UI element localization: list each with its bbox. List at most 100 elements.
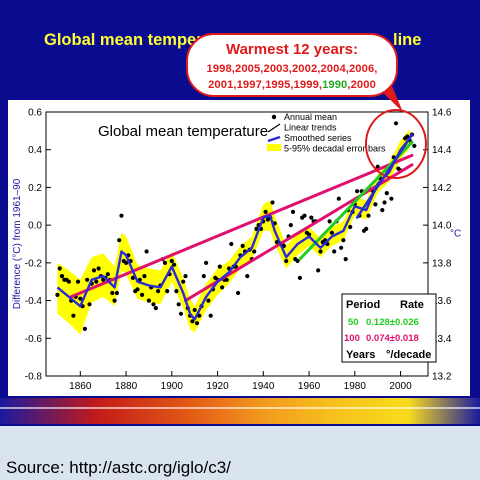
annual-mean-point: [105, 272, 110, 277]
annual-mean-point: [78, 296, 83, 301]
annual-mean-point: [91, 268, 97, 273]
y-tick-label: 0.2: [28, 183, 42, 194]
annual-mean-point: [181, 279, 186, 284]
slide-background: Global mean temperature line -0.8 -0.6 -0.4…: [0, 0, 480, 426]
x-tick-label: 1980: [344, 381, 367, 392]
rate-table-period: 100: [344, 333, 360, 344]
annual-mean-point: [176, 302, 181, 307]
x-tick-label: 1860: [69, 381, 92, 392]
decorative-color-strip: [0, 398, 480, 424]
legend-swatch-error: [267, 144, 281, 151]
annual-mean-point: [252, 249, 257, 254]
annual-mean-point: [151, 302, 156, 307]
annual-mean-point: [307, 232, 312, 237]
rate-table-rate: 0.128±0.026: [366, 317, 419, 328]
annual-mean-point: [288, 223, 293, 228]
rate-table-rate: 0.074±0.018: [366, 333, 419, 344]
annual-mean-point: [110, 290, 115, 296]
smoothed-series-line: [56, 137, 411, 321]
callout-years-line-2: 2001,1997,1995,1999,1990,2000: [188, 79, 396, 91]
annual-mean-point: [332, 249, 337, 254]
annual-mean-point: [220, 285, 225, 290]
chart-text-group: -0.8 -0.6 -0.4 -0.2 0.0 0.2 0.4 0.6 13.2 13.4 13.6…: [12, 108, 461, 393]
annual-mean-point: [162, 260, 167, 265]
legend-swatch-annual-mean: [271, 114, 277, 120]
annual-mean-point: [153, 306, 158, 311]
x-tick-label: 1880: [115, 381, 138, 392]
annual-mean-point: [245, 274, 250, 279]
annual-mean-point: [240, 243, 245, 248]
annual-mean-point: [117, 238, 122, 243]
annual-mean-point: [295, 258, 300, 264]
annual-mean-point: [55, 292, 60, 297]
annual-mean-point: [217, 264, 222, 269]
warmest-years-callout: Warmest 12 years: 1998,2005,2003,2002,20…: [186, 33, 398, 97]
rate-table-box: [341, 293, 437, 363]
callout-heading: Warmest 12 years:: [225, 41, 359, 58]
annual-mean-point: [316, 268, 321, 273]
rate-table-footer: °/decade: [386, 349, 431, 361]
x-tick-label: 1960: [298, 381, 321, 392]
annual-mean-point: [59, 274, 65, 279]
annual-mean-point: [393, 121, 399, 126]
annual-mean-point: [165, 289, 170, 294]
annual-mean-point: [224, 277, 229, 282]
annual-mean-point: [82, 326, 87, 331]
annual-mean-point: [329, 230, 334, 235]
annual-mean-point: [384, 191, 389, 196]
annual-mean-point: [140, 292, 145, 297]
annual-mean-point: [75, 279, 81, 284]
y2-tick-label: 13.4: [432, 334, 452, 345]
y2-axis-label: °C: [450, 228, 461, 239]
y-tick-label: 0.4: [28, 145, 42, 156]
annual-mean-point: [66, 279, 71, 284]
annual-mean-point: [94, 279, 99, 284]
annual-mean-point: [364, 226, 369, 231]
y2-tick-label: 13.6: [432, 296, 452, 307]
y-tick-label: -0.2: [25, 258, 43, 269]
y-tick-label: -0.6: [25, 334, 43, 345]
annual-mean-point: [208, 313, 213, 318]
annual-mean-point: [87, 302, 92, 307]
legend-entry: 5-95% decadal error bars: [284, 144, 386, 154]
annual-mean-point: [339, 245, 344, 250]
x-tick-label: 1920: [206, 381, 229, 392]
y-tick-label: -0.4: [25, 296, 43, 307]
annual-mean-point: [343, 257, 348, 262]
annual-mean-point: [57, 266, 62, 271]
trend-line-150: [69, 153, 414, 299]
annual-mean-point: [144, 249, 149, 254]
y-tick-label: 0.0: [28, 221, 42, 232]
annual-mean-point: [146, 298, 151, 303]
annual-mean-point: [236, 290, 241, 296]
annual-mean-point: [405, 134, 410, 139]
x-tick-label: 1940: [252, 381, 275, 392]
rate-table-period: 50: [348, 317, 359, 328]
annual-mean-point: [204, 260, 209, 265]
annual-mean-point: [119, 213, 124, 218]
annual-mean-point: [270, 200, 275, 205]
y-axis-label: Difference (°C) from 1961–90: [12, 178, 23, 309]
annual-mean-point: [135, 287, 140, 292]
x-tick-label: 2000: [389, 381, 412, 392]
annual-mean-point: [124, 260, 129, 265]
axes-group: [45, 111, 429, 377]
annual-mean-point: [183, 274, 188, 279]
annual-mean-point: [341, 238, 346, 243]
plot-panel: -0.8 -0.6 -0.4 -0.2 0.0 0.2 0.4 0.6 13.2 13.4 13.6…: [8, 100, 470, 396]
y2-tick-label: 13.8: [432, 258, 452, 269]
smoothed-series-group: [56, 137, 411, 321]
callout-years-line-1: 1998,2005,2003,2002,2004,2006,: [206, 63, 378, 75]
legend-swatch-linear: [267, 123, 281, 133]
y-tick-label: 0.6: [28, 108, 42, 119]
annual-mean-point: [174, 289, 179, 294]
x-tick-label: 1900: [161, 381, 184, 392]
rate-table-footer: Years: [346, 349, 375, 361]
y2-tick-label: 14.2: [432, 183, 452, 194]
annual-mean-point: [206, 298, 211, 303]
annual-mean-point: [412, 143, 417, 148]
annual-mean-point: [284, 258, 289, 264]
annual-mean-point: [355, 189, 360, 194]
highlight-circle: [364, 109, 427, 180]
annual-mean-point: [336, 196, 341, 201]
